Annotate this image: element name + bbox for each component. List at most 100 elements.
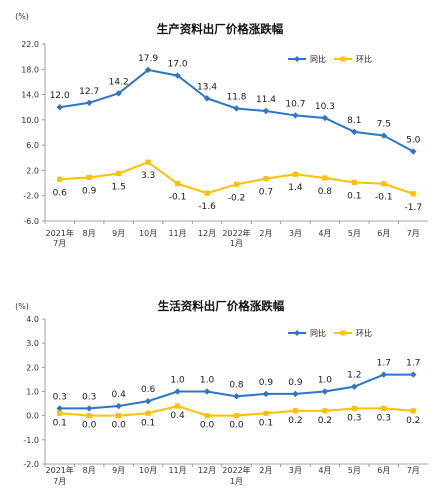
yoy-point bbox=[262, 390, 270, 398]
mom-point bbox=[263, 176, 269, 182]
y-tick-label: 2.0 bbox=[26, 363, 39, 372]
mom-data-label: 1.5 bbox=[111, 183, 125, 193]
mom-point bbox=[174, 403, 181, 409]
yoy-data-label: 10.7 bbox=[285, 99, 305, 109]
mom-data-label: 0.2 bbox=[406, 416, 420, 426]
x-tick-label: 11月 bbox=[168, 229, 186, 238]
mom-data-label: 0.0 bbox=[200, 421, 215, 431]
x-tick-label: 3月 bbox=[289, 229, 302, 238]
mom-point bbox=[57, 410, 63, 416]
x-tick-label: 2021年 bbox=[46, 228, 74, 238]
x-tick-label: 2021年 bbox=[46, 465, 74, 475]
yoy-point bbox=[174, 72, 181, 79]
yoy-point bbox=[85, 405, 93, 412]
mom-data-label: -1.6 bbox=[198, 202, 216, 212]
x-tick-label: 3月 bbox=[289, 466, 302, 475]
yoy-point bbox=[233, 393, 240, 400]
mom-point bbox=[263, 410, 269, 416]
yoy-data-label: 5.0 bbox=[406, 135, 421, 145]
yoy-data-label: 1.0 bbox=[318, 376, 333, 386]
yoy-point bbox=[292, 390, 299, 398]
x-tick-label: 7月 bbox=[407, 229, 420, 238]
mom-data-label: -0.1 bbox=[169, 193, 187, 203]
mom-point bbox=[116, 170, 122, 177]
mom-data-label: 0.0 bbox=[111, 421, 126, 431]
y-tick-label: -2.0 bbox=[23, 460, 39, 469]
consumer-goods-chart: 生活资料出厂价格涨跌幅 (%) -2.0 -1.0 0.0 1.0 2.0 3.0 4.0 202… bbox=[15, 299, 428, 486]
yoy-point bbox=[351, 383, 358, 390]
yoy-point bbox=[321, 388, 329, 395]
yoy-point bbox=[56, 405, 63, 412]
x-tick-label: 10月 bbox=[139, 466, 157, 475]
mom-data-label: 1.4 bbox=[288, 183, 303, 193]
mom-data-label: 0.0 bbox=[229, 421, 244, 431]
mom-data-label: 0.7 bbox=[259, 188, 273, 198]
mom-point bbox=[233, 413, 240, 419]
y-tick-label: -1.0 bbox=[23, 436, 39, 445]
yoy-point bbox=[115, 90, 122, 97]
yoy-point bbox=[203, 388, 211, 395]
yoy-data-label: 14.2 bbox=[109, 77, 129, 87]
x-tick-label: 4月 bbox=[318, 466, 331, 475]
x-tick-label: 11月 bbox=[168, 466, 186, 475]
yoy-data-label: 11.4 bbox=[256, 95, 276, 105]
y-tick-label: -6.0 bbox=[23, 217, 39, 226]
yoy-point bbox=[321, 114, 329, 122]
chart-title: 生产资料出厂价格涨跌幅 bbox=[157, 22, 284, 36]
x-tick-sublabel: 1月 bbox=[230, 477, 243, 486]
yoy-point bbox=[233, 105, 240, 112]
mom-point bbox=[351, 405, 357, 412]
mom-data-label: 0.2 bbox=[318, 416, 332, 426]
y-tick-label: 1.0 bbox=[26, 388, 39, 397]
yoy-data-label: 0.3 bbox=[53, 392, 67, 402]
mom-point bbox=[145, 159, 151, 165]
mom-data-label: 0.1 bbox=[259, 418, 273, 428]
legend-yoy-marker bbox=[294, 56, 300, 62]
yoy-point bbox=[56, 104, 63, 111]
yoy-point bbox=[203, 95, 211, 102]
legend-yoy-marker bbox=[294, 330, 300, 336]
yoy-data-label: 0.4 bbox=[111, 390, 126, 400]
y-tick-label: 6.0 bbox=[26, 141, 39, 150]
x-tick-label: 2022年 bbox=[222, 465, 250, 475]
yoy-point bbox=[85, 99, 93, 106]
x-tick-label: 6月 bbox=[377, 229, 390, 238]
mom-data-label: 0.1 bbox=[53, 418, 67, 428]
y-tick-label: 14.0 bbox=[21, 91, 39, 100]
x-tick-label: 4月 bbox=[318, 229, 331, 238]
x-tick-label: 9月 bbox=[112, 466, 125, 475]
mom-point bbox=[204, 413, 210, 419]
yoy-point bbox=[410, 371, 417, 378]
yoy-point bbox=[262, 107, 270, 115]
mom-point bbox=[116, 413, 122, 419]
mom-data-label: 0.2 bbox=[288, 416, 302, 426]
mom-data-label: 0.8 bbox=[318, 187, 333, 197]
producer-goods-chart: 生产资料出厂价格涨跌幅 (%) -6.0 -2.0 2.0 6.0 10.0 14.0 18.0… bbox=[15, 12, 428, 248]
yoy-data-label: 0.9 bbox=[259, 378, 274, 388]
yoy-point bbox=[351, 128, 358, 136]
x-tick-sublabel: 1月 bbox=[230, 239, 243, 248]
mom-point bbox=[145, 410, 151, 416]
mom-data-label: 0.3 bbox=[377, 413, 391, 423]
x-tick-label: 5月 bbox=[348, 466, 361, 475]
y-tick-label: 18.0 bbox=[21, 65, 39, 74]
yoy-data-label: 17.9 bbox=[138, 54, 158, 64]
mom-point bbox=[174, 181, 181, 187]
mom-point bbox=[292, 171, 299, 177]
legend-mom-marker bbox=[340, 56, 346, 62]
y-tick-label: 0.0 bbox=[26, 412, 39, 421]
yoy-data-label: 12.7 bbox=[79, 87, 99, 97]
mom-data-label: 0.3 bbox=[347, 413, 361, 423]
x-tick-label: 8月 bbox=[83, 466, 96, 475]
mom-point bbox=[381, 405, 387, 412]
x-tick-label: 5月 bbox=[348, 229, 361, 238]
x-tick-label: 12月 bbox=[198, 466, 216, 475]
yoy-data-label: 0.6 bbox=[141, 385, 156, 395]
mom-data-label: -1.7 bbox=[404, 203, 422, 213]
mom-point bbox=[322, 408, 328, 414]
x-tick-sublabel: 7月 bbox=[53, 239, 66, 248]
mom-point bbox=[410, 191, 416, 197]
yoy-data-label: 12.0 bbox=[50, 91, 70, 101]
yoy-data-label: 1.7 bbox=[377, 359, 391, 369]
mom-point bbox=[292, 408, 299, 414]
